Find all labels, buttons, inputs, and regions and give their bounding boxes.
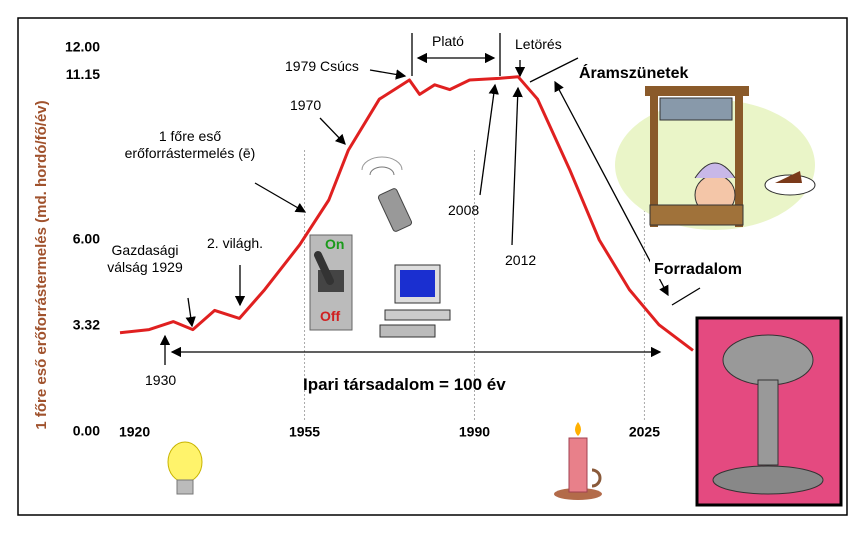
light-bulb	[167, 441, 203, 495]
guillotine	[615, 86, 816, 230]
annotation: Ipari társadalom = 100 év	[303, 375, 506, 394]
frame	[17, 17, 848, 516]
x-tick-label: 2025	[629, 424, 660, 440]
phone	[361, 156, 413, 232]
annotation: 1 főre eső erőforrástermelés (ē)	[124, 128, 256, 161]
switch	[309, 234, 353, 331]
arrows	[159, 33, 701, 365]
x-tick-label: 1955	[289, 424, 320, 440]
y-tick-label: 3.32	[73, 316, 100, 332]
y-axis-title: 1 főre eső erőforrástermelés (md. hordó/…	[33, 100, 50, 429]
annotation: Forradalom	[650, 260, 747, 279]
annotation: Gazdasági válság 1929	[107, 242, 183, 275]
annotation: Off	[320, 308, 341, 324]
annotation: 2012	[505, 252, 537, 268]
annotation: 1979 Csúcs	[285, 58, 359, 74]
plot: 0.00 3.32 6.00 11.15 12.00 1920 1955 1990 2025	[65, 39, 694, 440]
annotation: 1930	[145, 372, 177, 388]
annotation: Áramszünetek	[575, 64, 693, 83]
candle	[554, 422, 602, 500]
annotation: 1970	[290, 97, 322, 113]
annotation: 2. világh.	[207, 235, 264, 251]
nuclear-picture	[695, 316, 843, 507]
x-tick-label: 1920	[119, 424, 150, 440]
x-tick-label: 1990	[459, 424, 490, 440]
annotation: Plató	[432, 33, 464, 49]
annotation: On	[325, 236, 345, 252]
annotation: 2008	[448, 202, 480, 218]
y-tick-label: 11.15	[66, 66, 100, 82]
computer	[379, 264, 451, 338]
y-tick-label: 12.00	[65, 39, 100, 55]
y-tick-label: 0.00	[73, 423, 100, 439]
annotation: Letörés	[515, 36, 562, 52]
y-tick-label: 6.00	[73, 231, 100, 247]
data-line	[119, 75, 694, 352]
